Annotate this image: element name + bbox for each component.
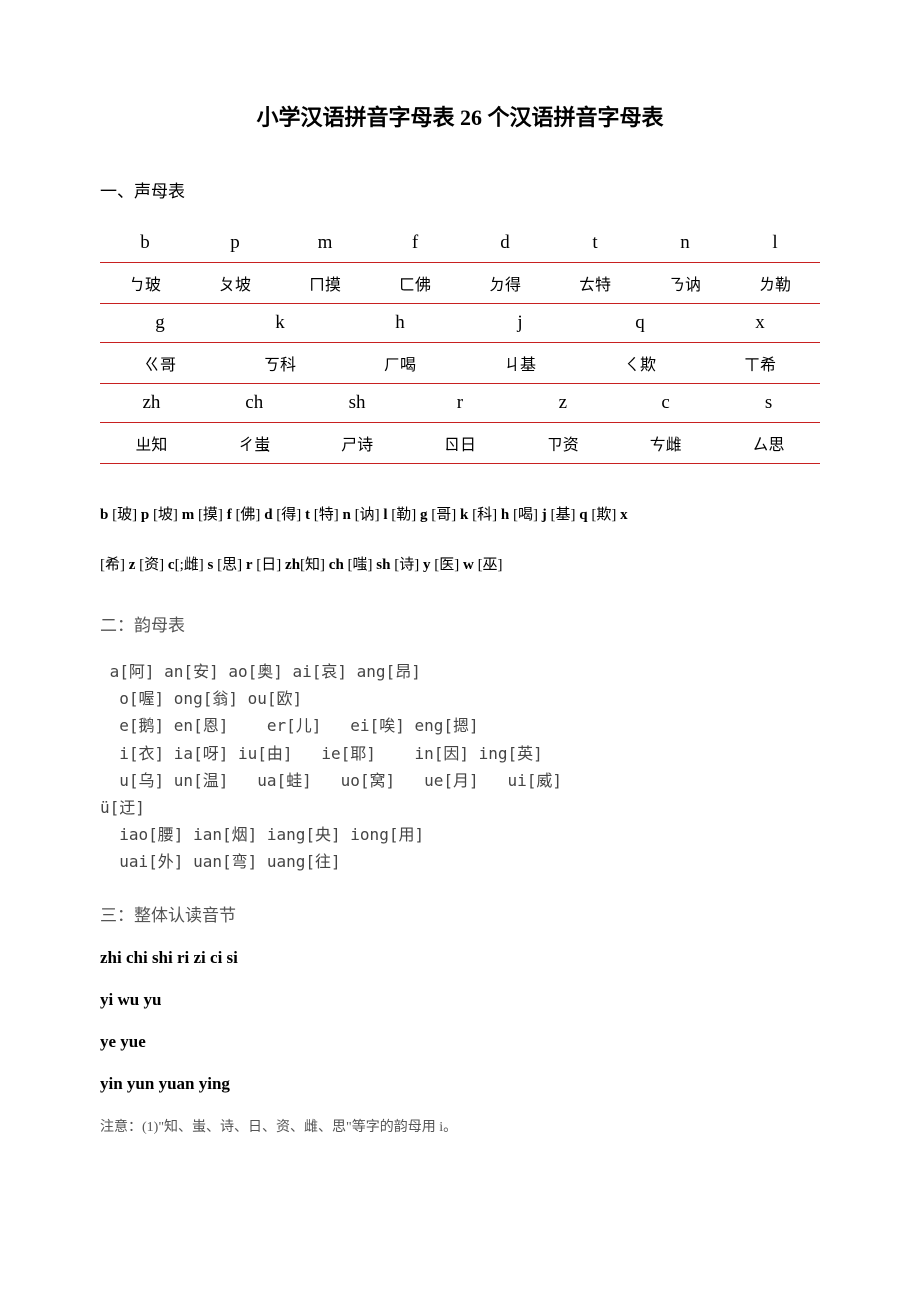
note-text: 注意：(1)"知、蚩、诗、日、资、雌、思"等字的韵母用 i。 <box>100 1116 820 1136</box>
syllable-line-1: zhi chi shi ri zi ci si <box>100 948 820 968</box>
cell: j <box>460 304 580 343</box>
cell: g <box>100 304 220 343</box>
cell: z <box>511 384 614 423</box>
cell: ㄙ思 <box>717 423 820 464</box>
cell: k <box>220 304 340 343</box>
cell: d <box>460 224 550 263</box>
table-row: ㄍ哥 ㄎ科 ㄏ喝 ㄐ基 ㄑ欺 ㄒ希 <box>100 343 820 384</box>
shengmu-table-2: g k h j q x ㄍ哥 ㄎ科 ㄏ喝 ㄐ基 ㄑ欺 ㄒ希 <box>100 304 820 384</box>
syllable-line-3: ye yue <box>100 1032 820 1052</box>
cell: ㄉ得 <box>460 263 550 304</box>
cell: ㄘ雌 <box>614 423 717 464</box>
cell: ㄗ资 <box>511 423 614 464</box>
cell: ㄕ诗 <box>306 423 409 464</box>
section2-heading: 二：韵母表 <box>100 611 820 636</box>
phonetic-line-2: [希] z [资] c[;雌] s [思] r [日] zh[知] ch [嗤]… <box>100 544 820 586</box>
syllable-line-2: yi wu yu <box>100 990 820 1010</box>
syllable-line-4: yin yun yuan ying <box>100 1074 820 1094</box>
cell: f <box>370 224 460 263</box>
cell: c <box>614 384 717 423</box>
cell: s <box>717 384 820 423</box>
cell: ㄐ基 <box>460 343 580 384</box>
shengmu-table: b p m f d t n l ㄅ玻 ㄆ坡 ㄇ摸 ㄈ佛 ㄉ得 ㄊ特 ㄋ讷 ㄌ勒 <box>100 224 820 304</box>
cell: sh <box>306 384 409 423</box>
table-row: zh ch sh r z c s <box>100 384 820 423</box>
cell: ㄑ欺 <box>580 343 700 384</box>
phonetic-line-1: b [玻] p [坡] m [摸] f [佛] d [得] t [特] n [讷… <box>100 494 820 536</box>
cell: ㄎ科 <box>220 343 340 384</box>
section3-heading: 三：整体认读音节 <box>100 901 820 926</box>
cell: x <box>700 304 820 343</box>
cell: ㄆ坡 <box>190 263 280 304</box>
table-row: ㄓ知 ㄔ蚩 ㄕ诗 ㄖ日 ㄗ资 ㄘ雌 ㄙ思 <box>100 423 820 464</box>
yunmu-block: a[阿] an[安] ao[奥] ai[哀] ang[昂] o[喔] ong[翁… <box>100 658 820 876</box>
document-title: 小学汉语拼音字母表 26 个汉语拼音字母表 <box>100 100 820 132</box>
cell: q <box>580 304 700 343</box>
cell: n <box>640 224 730 263</box>
cell: ㄊ特 <box>550 263 640 304</box>
cell: ㄒ希 <box>700 343 820 384</box>
cell: ㄏ喝 <box>340 343 460 384</box>
cell: r <box>409 384 512 423</box>
table-row: ㄅ玻 ㄆ坡 ㄇ摸 ㄈ佛 ㄉ得 ㄊ特 ㄋ讷 ㄌ勒 <box>100 263 820 304</box>
shengmu-table-3: zh ch sh r z c s ㄓ知 ㄔ蚩 ㄕ诗 ㄖ日 ㄗ资 ㄘ雌 ㄙ思 <box>100 384 820 464</box>
cell: ㄋ讷 <box>640 263 730 304</box>
cell: ㄖ日 <box>409 423 512 464</box>
cell: b <box>100 224 190 263</box>
cell: ㄈ佛 <box>370 263 460 304</box>
cell: ㄓ知 <box>100 423 203 464</box>
cell: m <box>280 224 370 263</box>
cell: ch <box>203 384 306 423</box>
cell: l <box>730 224 820 263</box>
cell: ㄍ哥 <box>100 343 220 384</box>
cell: h <box>340 304 460 343</box>
cell: ㄔ蚩 <box>203 423 306 464</box>
cell: ㄇ摸 <box>280 263 370 304</box>
cell: p <box>190 224 280 263</box>
table-row: b p m f d t n l <box>100 224 820 263</box>
table-row: g k h j q x <box>100 304 820 343</box>
cell: ㄅ玻 <box>100 263 190 304</box>
cell: zh <box>100 384 203 423</box>
cell: t <box>550 224 640 263</box>
cell: ㄌ勒 <box>730 263 820 304</box>
section1-heading: 一、声母表 <box>100 177 820 202</box>
